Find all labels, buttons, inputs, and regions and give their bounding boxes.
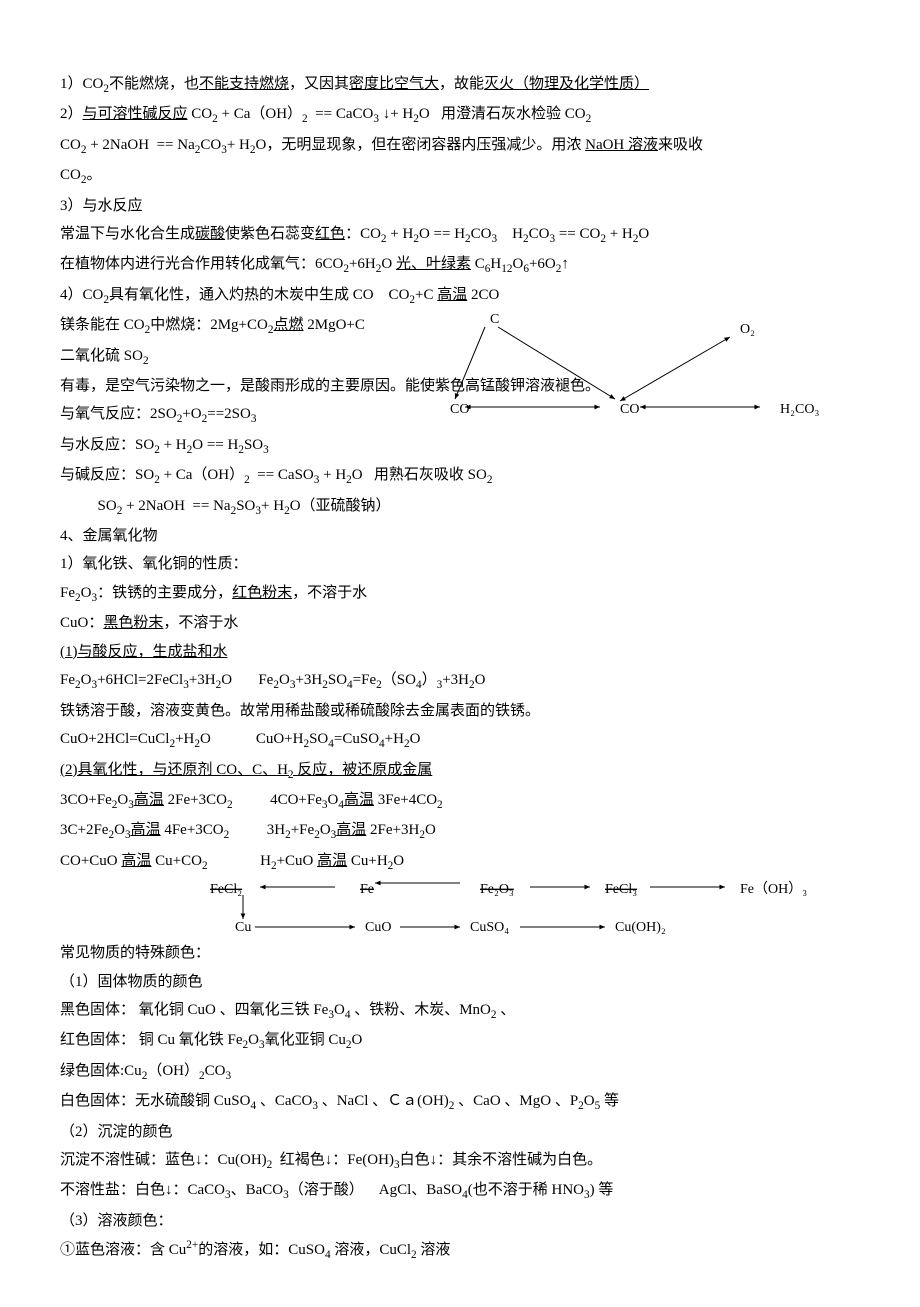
line-24: (2)具氧化性，与还原剂 CO、C、H2 反应，被还原成金属	[60, 756, 860, 786]
svg-text:Fe（OH）₃: Fe（OH）₃	[740, 881, 807, 897]
line-31: 红色固体： 铜 Cu 氧化铁 Fe2O3氧化亚铜 Cu2O	[60, 1026, 860, 1056]
svg-text:Fe₂O₃: Fe₂O₃	[480, 882, 514, 897]
line-20: (1)与酸反应，生成盐和水	[60, 638, 860, 667]
iron-copper-diagram: FeCl₂ Fe Fe₂O₃ FeCl₃ Fe（OH）₃ Cu CuO CuSO₄ Cu(OH)…	[60, 877, 860, 947]
svg-text:Cu(OH)₂: Cu(OH)₂	[615, 920, 666, 935]
line-1: 1）CO2不能燃烧，也不能支持燃烧，又因其密度比空气大，故能灭火（物理及化学性质…	[60, 70, 860, 100]
svg-text:Fe: Fe	[360, 882, 374, 897]
line-32: 绿色固体:Cu2（OH）2CO3	[60, 1057, 860, 1087]
line-21: Fe2O3+6HCl=2FeCl3+3H2O Fe2O3+3H2SO4=Fe2（…	[60, 666, 860, 696]
line-10: 二氧化硫 SO2	[60, 342, 860, 372]
line-12: 与氧气反应：2SO2+O2==2SO3	[60, 400, 860, 430]
line-18: Fe2O3：铁锈的主要成分，红色粉末，不溶于水	[60, 579, 860, 609]
line-27: CO+CuO 高温 Cu+CO2 H2+CuO 高温 Cu+H2O	[60, 847, 860, 877]
svg-text:FeCl₂: FeCl₂	[210, 882, 242, 897]
line-36: 不溶性盐：白色↓：CaCO3、BaCO3（溶于酸） AgCl、BaSO4(也不溶…	[60, 1176, 860, 1206]
line-3: CO2 + 2NaOH == Na2CO3+ H2O，无明显现象，但在密闭容器内…	[60, 131, 860, 161]
line-16: 4、金属氧化物	[60, 522, 860, 551]
line-8: 4）CO2具有氧化性，通入灼热的木炭中生成 CO CO2+C 高温 2CO	[60, 281, 860, 311]
line-5: 3）与水反应	[60, 192, 860, 221]
svg-text:CuO: CuO	[365, 920, 391, 935]
line-14: 与碱反应：SO2 + Ca（OH）2 == CaSO3 + H2O 用熟石灰吸收…	[60, 461, 860, 491]
line-35: 沉淀不溶性碱：蓝色↓：Cu(OH)2 红褐色↓：Fe(OH)3白色↓：其余不溶性…	[60, 1146, 860, 1176]
line-7: 在植物体内进行光合作用转化成氧气：6CO2+6H2O 光、叶绿素 C6H12O6…	[60, 250, 860, 280]
line-25: 3CO+Fe2O3高温 2Fe+3CO2 4CO+Fe3O4高温 3Fe+4CO…	[60, 786, 860, 816]
document-page: 1）CO2不能燃烧，也不能支持燃烧，又因其密度比空气大，故能灭火（物理及化学性质…	[0, 0, 920, 1307]
line-19: CuO：黑色粉末，不溶于水	[60, 609, 860, 638]
line-2: 2）与可溶性碱反应 CO2 + Ca（OH）2 == CaCO3 ↓+ H2O …	[60, 100, 860, 130]
line-23: CuO+2HCl=CuCl2+H2O CuO+H2SO4=CuSO4+H2O	[60, 725, 860, 755]
line-33: 白色固体：无水硫酸铜 CuSO4 、CaCO3 、NaCl 、Ｃａ(OH)2 、…	[60, 1087, 860, 1117]
line-28: 常见物质的特殊颜色：	[60, 939, 860, 968]
line-38: ①蓝色溶液：含 Cu2+的溶液，如：CuSO4 溶液，CuCl2 溶液	[60, 1235, 860, 1266]
svg-text:CuSO₄: CuSO₄	[470, 920, 509, 935]
line-9: 镁条能在 CO2中燃烧：2Mg+CO2点燃 2MgO+C	[60, 311, 860, 341]
line-6: 常温下与水化合生成碳酸使紫色石蕊变红色：CO2 + H2O == H2CO3 H…	[60, 220, 860, 250]
svg-text:FeCl₃: FeCl₃	[605, 882, 637, 897]
line-30: 黑色固体： 氧化铜 CuO 、四氧化三铁 Fe3O4 、铁粉、木炭、MnO2 、	[60, 996, 860, 1026]
line-22: 铁锈溶于酸，溶液变黄色。故常用稀盐酸或稀硫酸除去金属表面的铁锈。	[60, 697, 860, 726]
line-29: （1）固体物质的颜色	[60, 968, 860, 997]
line-15: SO2 + 2NaOH == Na2SO3+ H2O（亚硫酸钠）	[60, 492, 860, 522]
line-34: （2）沉淀的颜色	[60, 1118, 860, 1147]
line-17: 1）氧化铁、氧化铜的性质：	[60, 550, 860, 579]
line-13: 与水反应：SO2 + H2O == H2SO3	[60, 431, 860, 461]
line-26: 3C+2Fe2O3高温 4Fe+3CO2 3H2+Fe2O3高温 2Fe+3H2…	[60, 816, 860, 846]
line-11: 有毒，是空气污染物之一，是酸雨形成的主要原因。能使紫色高锰酸钾溶液褪色。	[60, 372, 860, 401]
svg-text:Cu: Cu	[235, 920, 251, 935]
line-4: CO2。	[60, 161, 860, 191]
line-37: （3）溶液颜色：	[60, 1207, 860, 1236]
